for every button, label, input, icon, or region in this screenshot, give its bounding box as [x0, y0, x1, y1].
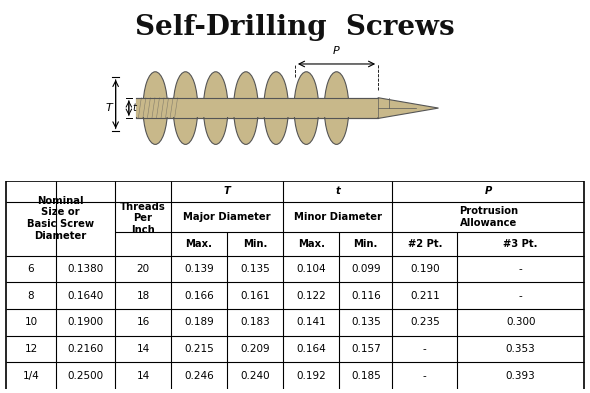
Text: T: T [224, 186, 231, 196]
Text: -: - [519, 291, 523, 301]
Text: 0.300: 0.300 [506, 318, 536, 327]
Text: 0.104: 0.104 [296, 264, 326, 274]
Text: 0.157: 0.157 [351, 344, 381, 354]
Ellipse shape [143, 72, 168, 144]
Polygon shape [378, 98, 438, 118]
Text: Min.: Min. [353, 239, 378, 249]
Text: -: - [423, 344, 427, 354]
Text: Self-Drilling  Screws: Self-Drilling Screws [135, 14, 455, 41]
Text: P: P [333, 46, 340, 56]
Text: 6: 6 [28, 264, 34, 274]
Text: 10: 10 [24, 318, 38, 327]
Text: 0.189: 0.189 [184, 318, 214, 327]
Text: 0.2160: 0.2160 [67, 344, 104, 354]
Text: 0.192: 0.192 [296, 371, 326, 381]
Ellipse shape [204, 72, 228, 144]
Text: 0.161: 0.161 [240, 291, 270, 301]
Text: Nominal
Size or
Basic Screw
Diameter: Nominal Size or Basic Screw Diameter [27, 196, 94, 241]
Bar [136, 98, 378, 118]
Bar [136, 99, 378, 117]
Text: 0.122: 0.122 [296, 291, 326, 301]
Text: 12: 12 [24, 344, 38, 354]
Text: 0.1900: 0.1900 [67, 318, 104, 327]
Text: 0.209: 0.209 [240, 344, 270, 354]
Ellipse shape [234, 72, 258, 144]
Text: 0.353: 0.353 [506, 344, 536, 354]
Ellipse shape [294, 72, 319, 144]
Ellipse shape [324, 72, 349, 144]
Text: 0.135: 0.135 [351, 318, 381, 327]
Text: -: - [519, 264, 523, 274]
Text: P: P [484, 186, 492, 196]
Text: 0.215: 0.215 [184, 344, 214, 354]
Text: 8: 8 [28, 291, 34, 301]
Text: 1/4: 1/4 [22, 371, 40, 381]
Text: Max.: Max. [186, 239, 212, 249]
Text: 0.211: 0.211 [410, 291, 440, 301]
Text: 0.139: 0.139 [184, 264, 214, 274]
Text: 18: 18 [136, 291, 150, 301]
Text: Minor Diameter: Minor Diameter [294, 212, 382, 222]
Text: 0.190: 0.190 [410, 264, 440, 274]
Text: Threads
Per
Inch: Threads Per Inch [120, 202, 166, 235]
Text: #2 Pt.: #2 Pt. [408, 239, 442, 249]
Text: 0.166: 0.166 [184, 291, 214, 301]
Text: Min.: Min. [243, 239, 267, 249]
Text: t: t [335, 186, 340, 196]
Text: 0.135: 0.135 [240, 264, 270, 274]
Text: 0.246: 0.246 [184, 371, 214, 381]
Text: #3 Pt.: #3 Pt. [503, 239, 538, 249]
Text: 0.185: 0.185 [351, 371, 381, 381]
Text: T: T [106, 103, 112, 113]
Text: 0.393: 0.393 [506, 371, 536, 381]
Text: 0.1380: 0.1380 [67, 264, 104, 274]
Text: 0.2500: 0.2500 [67, 371, 104, 381]
Ellipse shape [264, 72, 289, 144]
Text: -: - [423, 371, 427, 381]
Text: 0.235: 0.235 [410, 318, 440, 327]
Text: Max.: Max. [298, 239, 324, 249]
Text: 16: 16 [136, 318, 150, 327]
Text: 0.141: 0.141 [296, 318, 326, 327]
Text: 0.240: 0.240 [240, 371, 270, 381]
Text: 0.099: 0.099 [351, 264, 381, 274]
Text: Protrusion
Allowance: Protrusion Allowance [458, 206, 518, 228]
Text: 20: 20 [136, 264, 150, 274]
Text: 0.164: 0.164 [296, 344, 326, 354]
Text: 0.183: 0.183 [240, 318, 270, 327]
Text: Major Diameter: Major Diameter [183, 212, 271, 222]
Ellipse shape [173, 72, 198, 144]
Text: 14: 14 [136, 371, 150, 381]
Text: 14: 14 [136, 344, 150, 354]
Text: 0.1640: 0.1640 [67, 291, 104, 301]
Text: t: t [133, 103, 136, 113]
Text: 0.116: 0.116 [351, 291, 381, 301]
